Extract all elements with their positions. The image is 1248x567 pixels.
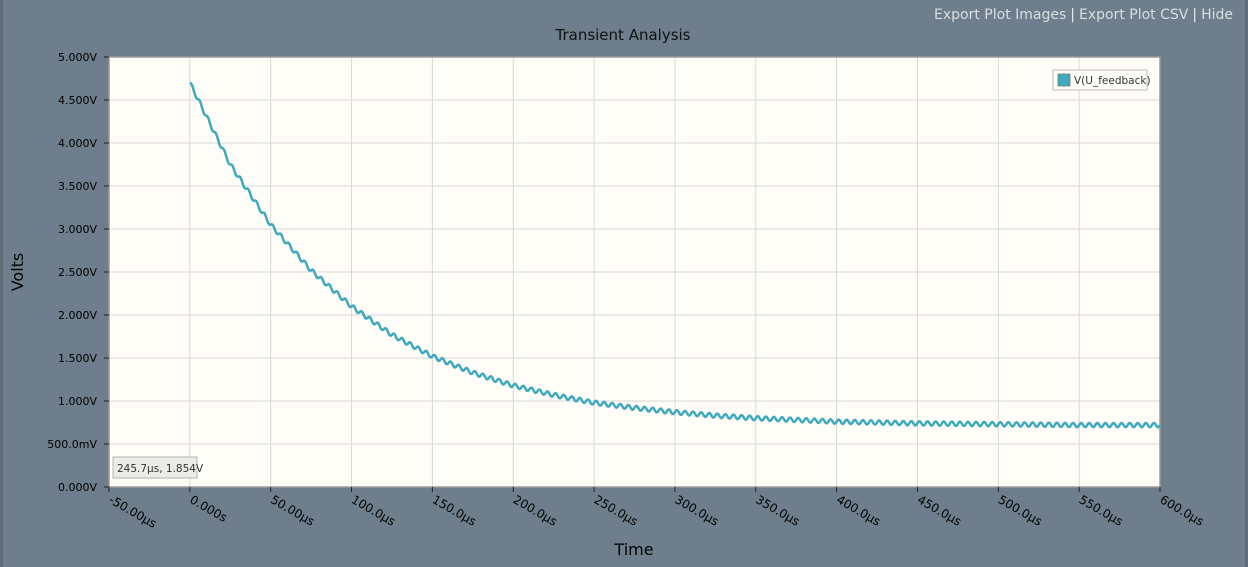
x-tick-label: 200.0µs bbox=[511, 492, 560, 528]
y-tick-label: 500.0mV bbox=[47, 438, 97, 451]
legend-label: V(U_feedback) bbox=[1074, 75, 1151, 87]
y-tick-label: 4.000V bbox=[58, 137, 97, 150]
export-plot-csv-link[interactable]: Export Plot CSV bbox=[1079, 7, 1189, 23]
legend-swatch[interactable] bbox=[1057, 73, 1071, 87]
y-tick-label: 0.000V bbox=[58, 481, 97, 494]
x-tick-label: 150.0µs bbox=[430, 492, 479, 528]
x-tick-label: 500.0µs bbox=[996, 492, 1045, 528]
y-tick-label: 1.000V bbox=[58, 395, 97, 408]
x-tick-label: 350.0µs bbox=[753, 492, 802, 528]
y-axis-label: Volts bbox=[8, 253, 27, 292]
export-plot-images-link[interactable]: Export Plot Images bbox=[934, 7, 1067, 23]
series-line-v-u-feedback[interactable] bbox=[189, 81, 1162, 429]
chart-title: Transient Analysis bbox=[555, 26, 691, 44]
x-tick-label: 50.00µs bbox=[268, 492, 317, 528]
x-tick-label: 550.0µs bbox=[1077, 492, 1126, 528]
y-tick-label: 2.000V bbox=[58, 309, 97, 322]
link-separator: | bbox=[1192, 7, 1198, 23]
legend-box bbox=[1052, 69, 1148, 91]
x-tick-label: 0.000s bbox=[187, 492, 229, 524]
y-tick-label: 3.500V bbox=[58, 180, 97, 193]
x-axis-label: Time bbox=[613, 540, 653, 559]
x-tick-label: -50.00µs bbox=[107, 492, 160, 530]
y-tick-label: 2.500V bbox=[58, 266, 97, 279]
x-tick-label: 250.0µs bbox=[592, 492, 641, 528]
cursor-readout-box bbox=[112, 456, 198, 479]
x-tick-label: 300.0µs bbox=[672, 492, 721, 528]
hide-plot-link[interactable]: Hide bbox=[1201, 7, 1233, 23]
y-tick-label: 3.000V bbox=[58, 223, 97, 236]
y-tick-label: 5.000V bbox=[58, 51, 97, 64]
x-tick-label: 600.0µs bbox=[1158, 492, 1207, 528]
x-tick-label: 400.0µs bbox=[834, 492, 883, 528]
x-tick-label: 100.0µs bbox=[349, 492, 398, 528]
link-separator: | bbox=[1070, 7, 1075, 23]
x-tick-label: 450.0µs bbox=[915, 492, 964, 528]
cursor-readout: 245.7µs, 1.854V bbox=[117, 463, 204, 475]
plot-actions: Export Plot Images | Export Plot CSV | Hide bbox=[934, 7, 1233, 23]
y-tick-label: 4.500V bbox=[58, 94, 97, 107]
y-tick-label: 1.500V bbox=[58, 352, 97, 365]
